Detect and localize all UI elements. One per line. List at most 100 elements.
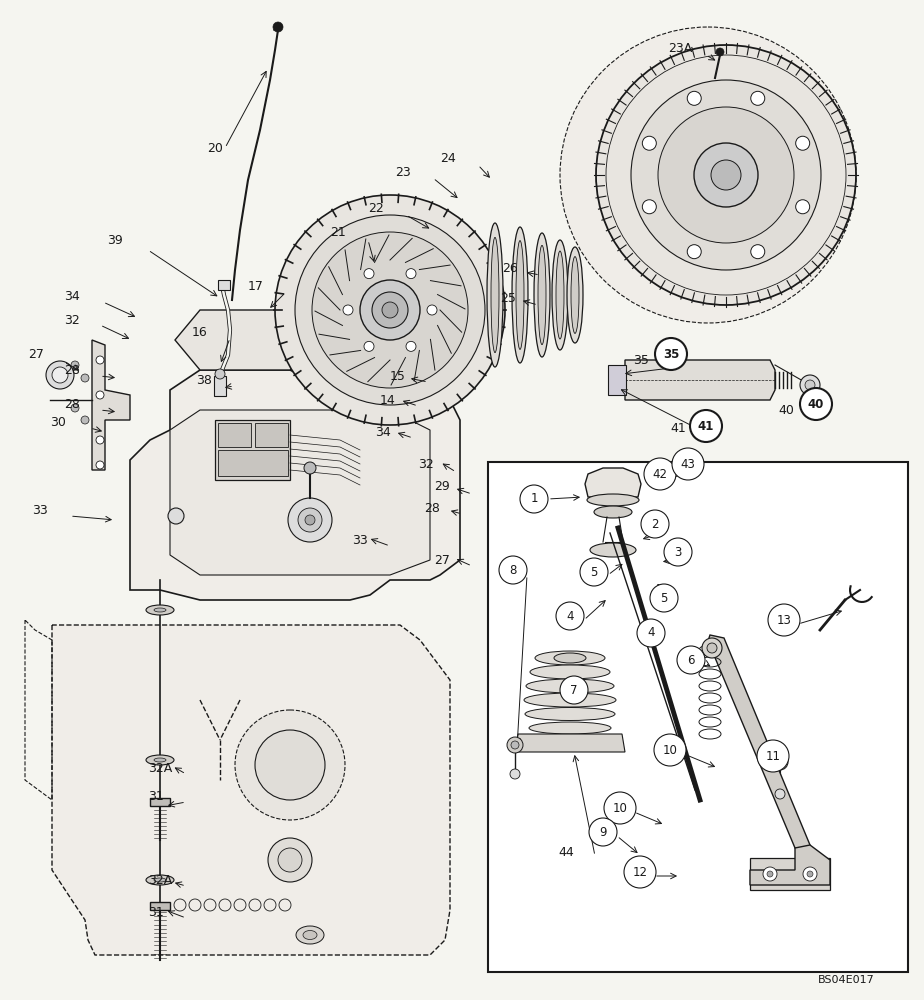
Ellipse shape (516, 241, 524, 349)
Text: 26: 26 (502, 261, 517, 274)
Circle shape (343, 305, 353, 315)
Bar (218, 423, 251, 447)
Ellipse shape (590, 543, 636, 557)
Ellipse shape (154, 758, 166, 762)
Text: 34: 34 (64, 290, 79, 304)
Circle shape (46, 361, 74, 389)
Polygon shape (130, 370, 460, 600)
Circle shape (772, 754, 788, 770)
Text: 32A: 32A (148, 874, 172, 886)
Text: 28: 28 (424, 502, 440, 514)
Text: 42: 42 (652, 468, 667, 481)
Text: 2: 2 (651, 518, 659, 530)
Ellipse shape (525, 708, 615, 720)
Ellipse shape (534, 233, 550, 357)
Text: 31: 31 (148, 906, 164, 918)
Text: 15: 15 (390, 369, 406, 382)
Text: 16: 16 (192, 326, 208, 338)
Bar (218, 280, 230, 290)
Circle shape (687, 91, 701, 105)
Circle shape (775, 789, 785, 799)
Circle shape (631, 80, 821, 270)
Text: 27: 27 (434, 554, 450, 566)
Polygon shape (170, 410, 430, 575)
Text: 11: 11 (765, 750, 781, 762)
Text: 23: 23 (395, 165, 411, 178)
Text: 3: 3 (675, 546, 682, 558)
Circle shape (96, 436, 104, 444)
Circle shape (364, 269, 374, 279)
Circle shape (499, 556, 527, 584)
Text: 32: 32 (64, 314, 79, 326)
Text: 10: 10 (613, 802, 627, 814)
Circle shape (655, 338, 687, 370)
Ellipse shape (538, 245, 546, 345)
Circle shape (650, 584, 678, 612)
Circle shape (52, 367, 68, 383)
Ellipse shape (524, 693, 616, 707)
Text: 39: 39 (107, 233, 123, 246)
Text: 20: 20 (207, 141, 223, 154)
Circle shape (800, 388, 832, 420)
Ellipse shape (154, 878, 166, 882)
Circle shape (71, 404, 79, 412)
Circle shape (215, 369, 225, 379)
Circle shape (312, 232, 468, 388)
Circle shape (305, 515, 315, 525)
Circle shape (768, 604, 800, 636)
Text: 33: 33 (352, 534, 368, 546)
Circle shape (687, 245, 701, 259)
Text: 9: 9 (600, 826, 607, 838)
Text: 22: 22 (368, 202, 383, 215)
Text: 4: 4 (566, 609, 574, 622)
Circle shape (644, 458, 676, 490)
Text: 4: 4 (647, 626, 655, 640)
Circle shape (589, 818, 617, 846)
Circle shape (707, 643, 717, 653)
Circle shape (406, 269, 416, 279)
Text: 43: 43 (681, 458, 696, 471)
Circle shape (372, 292, 408, 328)
Circle shape (382, 302, 398, 318)
Polygon shape (708, 635, 810, 852)
Text: 35: 35 (663, 348, 679, 360)
Text: 41: 41 (670, 422, 686, 434)
Circle shape (637, 619, 665, 647)
Circle shape (642, 136, 656, 150)
Ellipse shape (556, 251, 564, 339)
Bar (608, 365, 626, 395)
Bar (218, 450, 288, 476)
Circle shape (96, 391, 104, 399)
Circle shape (96, 461, 104, 469)
Circle shape (510, 769, 520, 779)
Circle shape (278, 848, 302, 872)
Circle shape (796, 200, 809, 214)
Polygon shape (625, 360, 775, 400)
Bar (488, 462, 908, 972)
Text: 41: 41 (698, 420, 714, 432)
Text: 40: 40 (778, 403, 794, 416)
Ellipse shape (567, 247, 583, 343)
Circle shape (520, 485, 548, 513)
Circle shape (560, 676, 588, 704)
Ellipse shape (487, 223, 503, 367)
Circle shape (641, 510, 669, 538)
Text: 23A: 23A (668, 41, 692, 54)
Polygon shape (175, 310, 320, 370)
Ellipse shape (512, 227, 528, 363)
Text: 14: 14 (380, 393, 395, 406)
Bar (255, 423, 288, 447)
Circle shape (288, 498, 332, 542)
Text: 28: 28 (64, 398, 79, 412)
Ellipse shape (535, 651, 605, 665)
Ellipse shape (529, 722, 611, 734)
Ellipse shape (154, 608, 166, 612)
Ellipse shape (587, 494, 639, 506)
Circle shape (507, 737, 523, 753)
Circle shape (580, 558, 608, 586)
Circle shape (642, 200, 656, 214)
Text: 29: 29 (434, 481, 450, 493)
Circle shape (694, 143, 758, 207)
Circle shape (298, 508, 322, 532)
Ellipse shape (303, 930, 317, 940)
